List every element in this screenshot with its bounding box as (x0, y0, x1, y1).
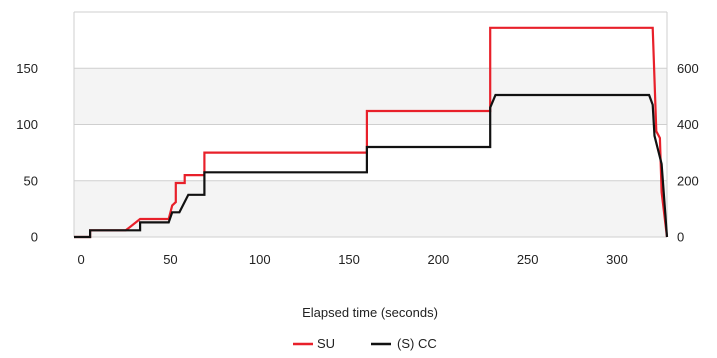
plot-bands (74, 12, 667, 237)
x-tick-label: 0 (78, 252, 85, 267)
plot-band (74, 180, 667, 237)
x-tick-label: 100 (249, 252, 271, 267)
right-y-tick-label: 0 (677, 230, 684, 245)
right-y-tick-label: 200 (677, 173, 699, 188)
left-y-tick-label: 150 (16, 61, 38, 76)
legend-label: SU (317, 336, 335, 351)
x-tick-label: 300 (606, 252, 628, 267)
plot-band (74, 68, 667, 125)
x-tick-label: 200 (428, 252, 450, 267)
series-line-1 (74, 26, 669, 239)
series-line-2 (74, 93, 669, 239)
x-tick-label: 50 (163, 252, 177, 267)
x-tick-label: 250 (517, 252, 539, 267)
series-lines (74, 26, 669, 239)
right-y-tick-label: 400 (677, 117, 699, 132)
grid-lines (73, 11, 668, 238)
plot-band (74, 12, 667, 69)
left-y-tick-label: 100 (16, 117, 38, 132)
x-tick-label: 150 (338, 252, 360, 267)
x-axis-title: Elapsed time (seconds) (302, 305, 438, 320)
plot-band (74, 124, 667, 181)
right-y-axis-ticks: 0 200 400 600 (677, 61, 699, 245)
left-y-axis-ticks: 0 50 100 150 (16, 61, 38, 245)
x-axis-ticks: 0 50 100 150 200 250 300 (78, 252, 628, 267)
legend: SU (S) CC (293, 336, 437, 351)
left-y-tick-label: 0 (31, 230, 38, 245)
legend-label: (S) CC (397, 336, 437, 351)
left-y-tick-label: 50 (24, 173, 38, 188)
right-y-tick-label: 600 (677, 61, 699, 76)
